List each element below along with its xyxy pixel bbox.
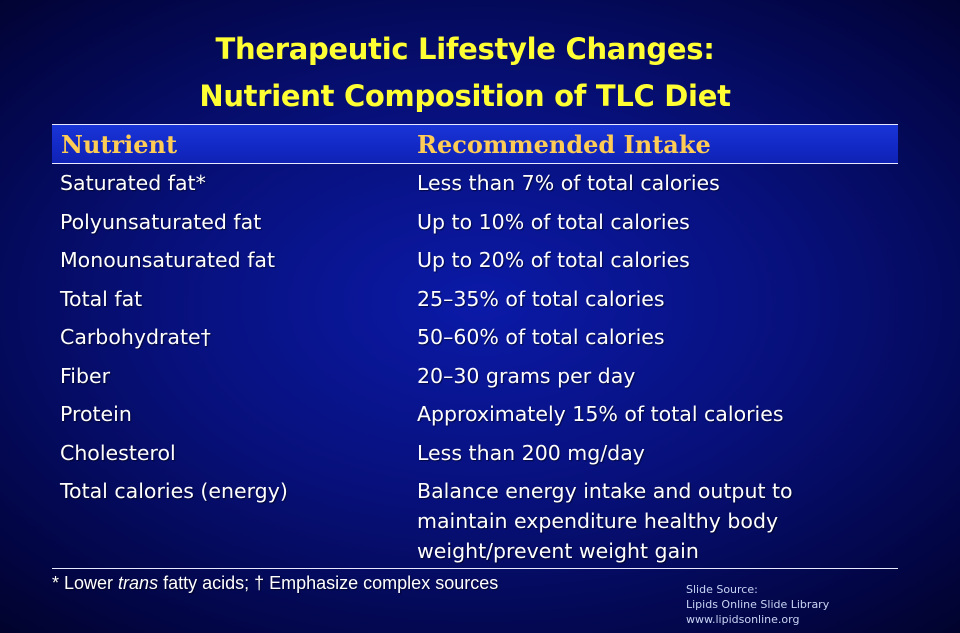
intake-cell: Up to 10% of total calories xyxy=(417,209,690,234)
slide-title-line-1: Therapeutic Lifestyle Changes: xyxy=(215,32,715,66)
intake-cell: 50–60% of total calories xyxy=(417,325,665,349)
nutrient-cell: Carbohydrate† xyxy=(60,325,211,349)
column-header-nutrient: Nutrient xyxy=(61,130,178,159)
source-url: www.lipidsonline.org xyxy=(686,613,800,626)
nutrient-cell: Polyunsaturated fat xyxy=(60,209,262,234)
slide-source: Slide Source: Lipids Online Slide Librar… xyxy=(686,582,829,627)
table-header-band xyxy=(52,124,898,164)
table-row: Total calories (energy) Balance energy i… xyxy=(0,476,960,566)
table-row: Protein Approximately 15% of total calor… xyxy=(0,399,960,438)
footnote-prefix: * Lower xyxy=(52,573,119,593)
footnote-suffix: fatty acids; † Emphasize complex sources xyxy=(158,573,499,593)
nutrient-cell: Total calories (energy) xyxy=(60,479,288,503)
table-row: Cholesterol Less than 200 mg/day xyxy=(0,438,960,477)
nutrient-table-body: Saturated fat* Less than 7% of total cal… xyxy=(0,168,960,566)
nutrient-cell: Protein xyxy=(60,402,132,426)
nutrient-cell: Monounsaturated fat xyxy=(60,248,276,272)
table-row: Fiber 20–30 grams per day xyxy=(0,361,960,400)
intake-cell: Less than 7% of total calories xyxy=(417,171,720,195)
column-header-recommended-intake: Recommended Intake xyxy=(417,130,711,159)
nutrient-cell: Saturated fat* xyxy=(60,171,206,195)
footnote-italic: trans xyxy=(118,573,159,593)
source-library: Lipids Online Slide Library xyxy=(686,598,830,611)
intake-cell: Less than 200 mg/day xyxy=(417,440,645,465)
nutrient-cell: Cholesterol xyxy=(60,440,176,465)
slide-title: Therapeutic Lifestyle Changes: Nutrient … xyxy=(0,26,930,120)
source-label: Slide Source: xyxy=(686,583,758,596)
header-top-rule xyxy=(52,124,898,125)
table-row: Total fat 25–35% of total calories xyxy=(0,284,960,323)
intake-cell: 20–30 grams per day xyxy=(417,363,636,388)
table-row: Polyunsaturated fat Up to 10% of total c… xyxy=(0,207,960,246)
header-bottom-rule xyxy=(52,163,898,164)
intake-cell: Up to 20% of total calories xyxy=(417,248,690,272)
table-row: Saturated fat* Less than 7% of total cal… xyxy=(0,168,960,207)
intake-cell: Approximately 15% of total calories xyxy=(417,402,784,426)
nutrient-cell: Total fat xyxy=(60,286,143,311)
intake-cell: 25–35% of total calories xyxy=(417,286,665,311)
nutrient-cell: Fiber xyxy=(60,363,111,388)
slide-title-line-2: Nutrient Composition of TLC Diet xyxy=(199,79,731,113)
table-row: Monounsaturated fat Up to 20% of total c… xyxy=(0,245,960,284)
intake-cell: Balance energy intake and output to main… xyxy=(417,479,793,563)
footnote: * Lower trans fatty acids; † Emphasize c… xyxy=(52,571,498,595)
table-row: Carbohydrate† 50–60% of total calories xyxy=(0,322,960,361)
table-bottom-rule xyxy=(52,568,898,569)
